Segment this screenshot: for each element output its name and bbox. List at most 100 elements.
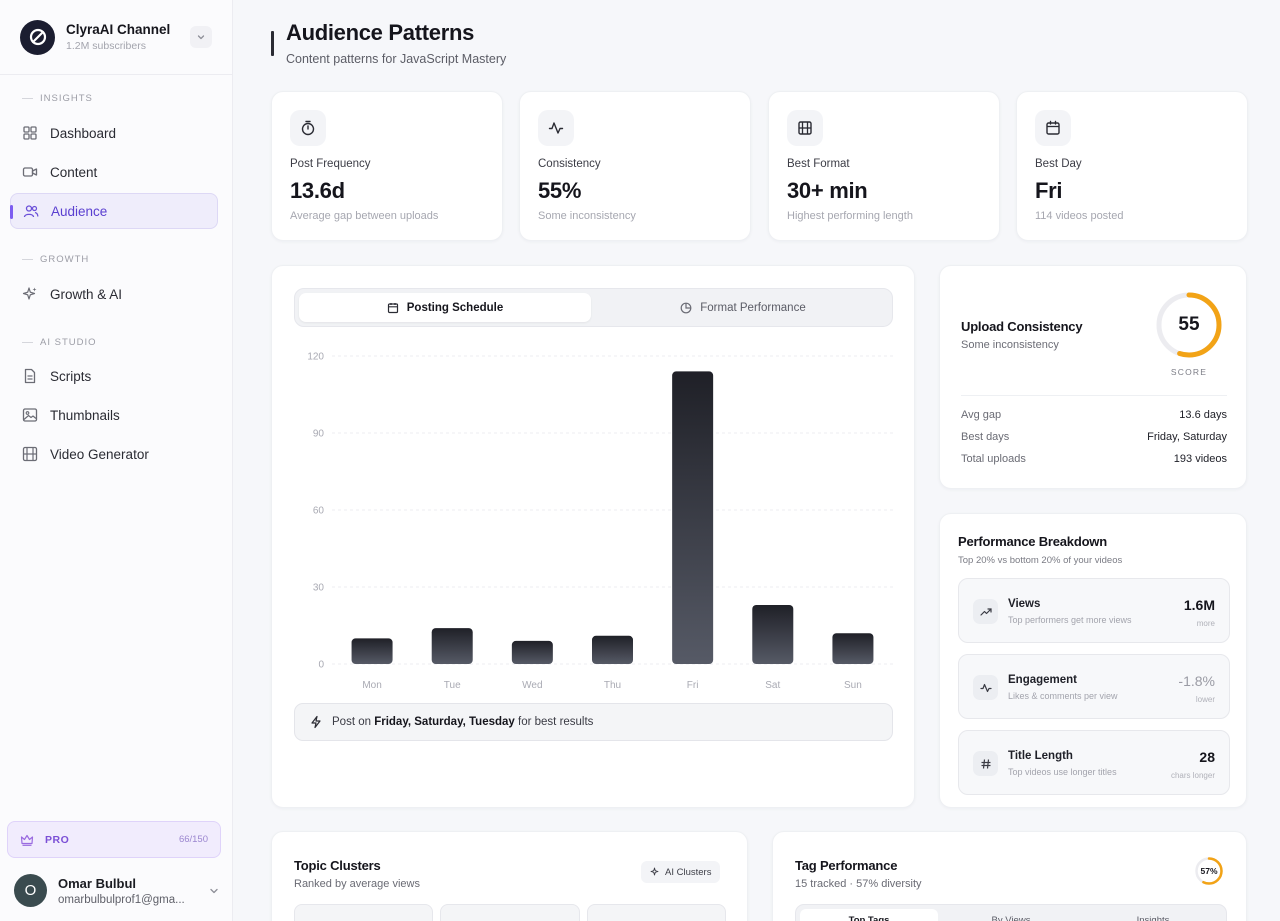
- stat-row-avg-gap: Avg gap 13.6 days: [961, 409, 1227, 421]
- stat-card-best-day: Best Day Fri 114 videos posted: [1016, 91, 1248, 241]
- chip-label: AI Clusters: [665, 866, 712, 878]
- tip-suffix: for best results: [518, 716, 594, 728]
- bar-thu[interactable]: [592, 635, 633, 664]
- stat-row-best-days: Best days Friday, Saturday: [961, 431, 1227, 443]
- metric-name: Engagement: [1008, 674, 1078, 686]
- schedule-tip: Post on Friday, Saturday, Tuesday for be…: [294, 703, 893, 741]
- posting-schedule-card: Posting Schedule Format Performance 0 30 6…: [271, 265, 915, 808]
- sidebar-item-video-generator[interactable]: Video Generator: [10, 436, 218, 472]
- bar-tue[interactable]: [431, 628, 473, 664]
- header-accent: [271, 31, 274, 56]
- sidebar-item-thumbnails[interactable]: Thumbnails: [10, 397, 218, 433]
- bar-mon[interactable]: [351, 638, 393, 664]
- channel-name: ClyraAI Channel: [66, 22, 171, 37]
- stat-label: Best Format: [787, 158, 850, 170]
- bar-wed[interactable]: [511, 640, 553, 664]
- bar-sat[interactable]: [752, 604, 794, 664]
- tip-days: Friday, Saturday, Tuesday: [374, 716, 515, 728]
- document-icon: [24, 368, 36, 384]
- y-tick-label: 60: [313, 506, 325, 517]
- y-tick-label: 120: [307, 352, 324, 363]
- metric-name: Title Length: [1008, 750, 1073, 762]
- pro-label: PRO: [45, 833, 70, 846]
- x-tick-label: Thu: [604, 680, 621, 691]
- tab-label: Posting Schedule: [406, 301, 504, 314]
- sidebar-item-label: Video Generator: [50, 446, 149, 462]
- score-label: SCORE: [1170, 367, 1208, 377]
- pro-plan-card[interactable]: PRO 66/150: [7, 821, 221, 858]
- hash-icon: [981, 758, 990, 769]
- sidebar-item-growth-ai[interactable]: Growth & AI: [10, 276, 218, 312]
- sidebar-item-scripts[interactable]: Scripts: [10, 358, 218, 394]
- y-tick-label: 30: [313, 583, 325, 594]
- bar-sun[interactable]: [832, 633, 874, 664]
- topic-clusters-card: Topic Clusters Ranked by average views A…: [271, 831, 748, 921]
- row-key: Total uploads: [961, 453, 1026, 465]
- tab-insights[interactable]: Insights: [1136, 915, 1170, 921]
- metric-value: -1.8%: [1178, 673, 1215, 689]
- topic-tile[interactable]: [294, 904, 433, 921]
- sidebar-item-audience[interactable]: Audience: [10, 193, 218, 229]
- stat-value: 55%: [538, 178, 582, 203]
- video-icon: [22, 167, 38, 177]
- bar-fri[interactable]: [672, 371, 714, 664]
- sidebar-item-content[interactable]: Content: [10, 154, 218, 190]
- metric-desc: Top performers get more views: [1008, 615, 1132, 625]
- lightning-icon: [311, 715, 321, 729]
- metric-name: Views: [1008, 598, 1041, 610]
- channel-subscribers: 1.2M subscribers: [66, 40, 146, 52]
- metric-value: 1.6M: [1183, 597, 1215, 613]
- chevron-down-icon[interactable]: [190, 26, 212, 48]
- tab-by-views[interactable]: By Views: [991, 915, 1031, 921]
- metric-desc: Likes & comments per view: [1008, 691, 1118, 701]
- diversity-gauge-arc: [1195, 857, 1223, 885]
- x-tick-label: Mon: [362, 680, 381, 691]
- tab-format-performance[interactable]: Format Performance: [597, 293, 889, 322]
- tag-performance-card: Tag Performance 15 tracked · 57% diversi…: [772, 831, 1247, 921]
- ai-clusters-button[interactable]: AI Clusters: [641, 861, 721, 883]
- page-subtitle: Content patterns for JavaScript Mastery: [286, 52, 507, 66]
- stat-value: Fri: [1035, 178, 1063, 203]
- sidebar: ClyraAI Channel 1.2M subscribers INSIGHT…: [0, 0, 233, 921]
- stat-card-post-frequency: Post Frequency 13.6d Average gap between…: [271, 91, 503, 241]
- image-icon: [22, 408, 38, 422]
- diversity-value: 57%: [1200, 866, 1218, 876]
- tag-tabs: Top Tags By Views Insights: [795, 904, 1227, 921]
- sparkles-icon: [650, 867, 659, 876]
- tab-label: Format Performance: [700, 301, 806, 314]
- posting-schedule-chart: 0 30 60 90 120 Mon Tue Wed Thu Fri Sat Sun: [307, 352, 893, 691]
- upload-consistency-title: Upload Consistency: [961, 319, 1083, 334]
- row-value: Friday, Saturday: [1147, 431, 1227, 443]
- row-key: Avg gap: [961, 409, 1002, 421]
- users-icon: [23, 205, 39, 218]
- y-tick-label: 0: [318, 660, 324, 671]
- activity-icon: [979, 683, 992, 692]
- divider: [961, 395, 1227, 396]
- section-label-ai-studio: AI STUDIO: [0, 337, 97, 348]
- sidebar-item-label: Thumbnails: [50, 407, 120, 423]
- metric-note: chars longer: [1170, 771, 1215, 780]
- section-label-insights: INSIGHTS: [0, 93, 93, 104]
- pro-usage: 66/150: [178, 834, 208, 845]
- user-menu[interactable]: O Omar Bulbul omarbulbulprof1@gma...: [14, 874, 220, 907]
- row-value: 13.6 days: [1179, 409, 1227, 421]
- chevron-down-icon[interactable]: [208, 885, 220, 897]
- tab-posting-schedule[interactable]: Posting Schedule: [299, 293, 591, 322]
- stat-desc: Average gap between uploads: [290, 210, 439, 222]
- channel-switcher[interactable]: ClyraAI Channel 1.2M subscribers: [0, 0, 232, 75]
- stopwatch-icon: [301, 120, 315, 136]
- topic-tile[interactable]: [440, 904, 580, 921]
- sidebar-item-label: Content: [50, 164, 98, 180]
- tab-top-tags[interactable]: Top Tags: [800, 909, 938, 921]
- sidebar-item-dashboard[interactable]: Dashboard: [10, 115, 218, 151]
- trending-up-icon: [979, 607, 992, 616]
- stat-label: Post Frequency: [290, 158, 371, 170]
- stat-row-total-uploads: Total uploads 193 videos: [961, 453, 1227, 465]
- metric-note: lower: [1195, 695, 1215, 704]
- topic-tile[interactable]: [587, 904, 726, 921]
- schedule-tabs: Posting Schedule Format Performance: [294, 288, 893, 327]
- metric-title-length: Title Length Top videos use longer title…: [958, 730, 1230, 795]
- sidebar-item-label: Scripts: [50, 368, 92, 384]
- crown-icon: [20, 834, 34, 846]
- stat-card-best-format: Best Format 30+ min Highest performing l…: [768, 91, 1000, 241]
